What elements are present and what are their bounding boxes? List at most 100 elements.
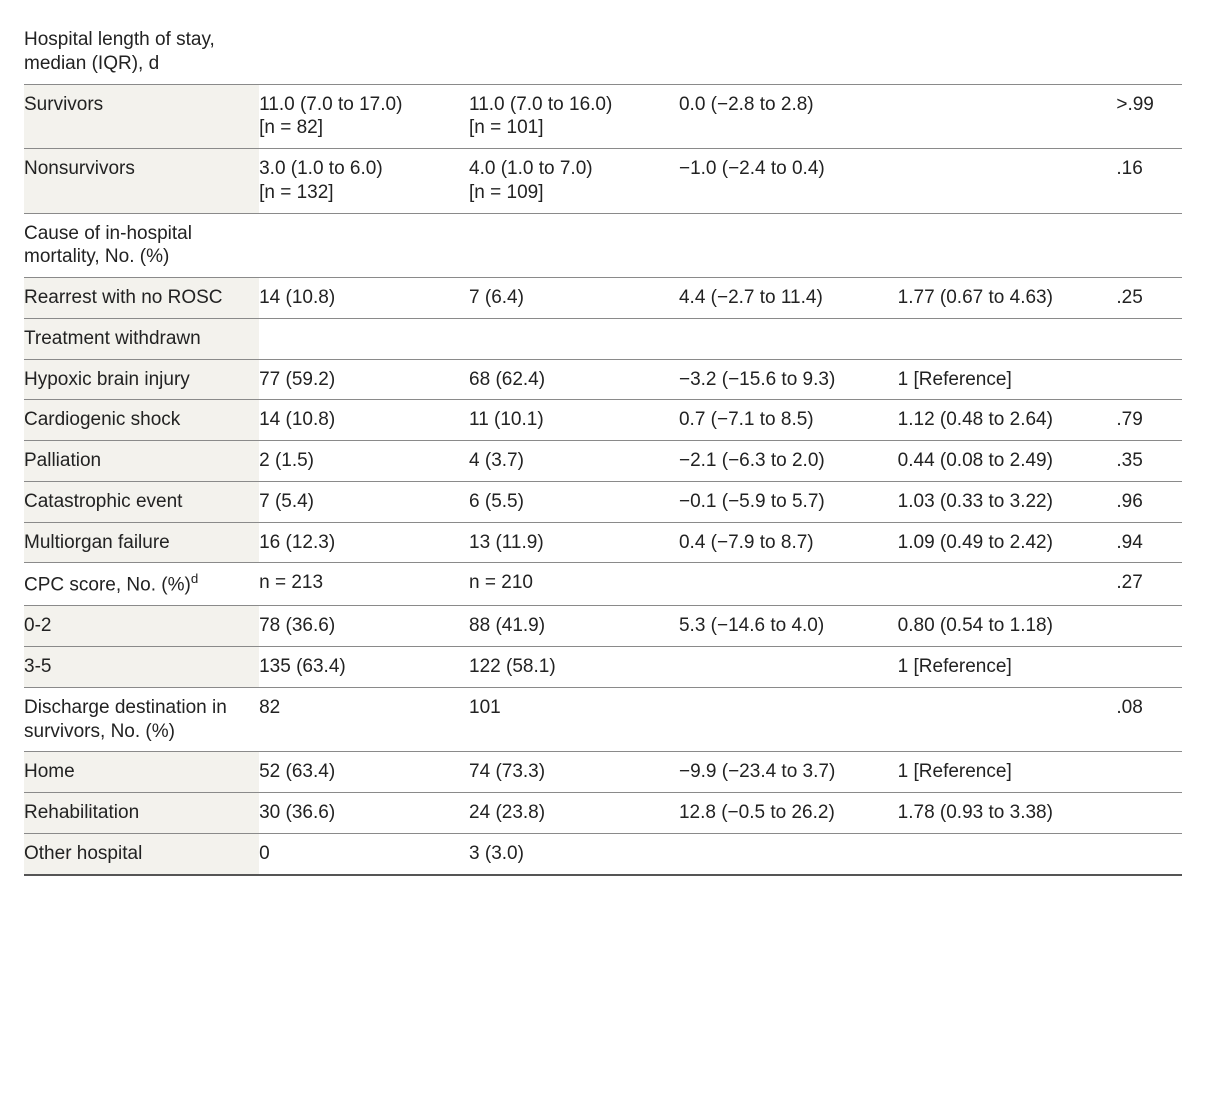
group1-value-sub: [n = 132] (259, 181, 459, 205)
p-value: .08 (1116, 687, 1182, 752)
ratio-value: 1.78 (0.93 to 3.38) (898, 793, 1117, 834)
p-value: >.99 (1116, 84, 1182, 149)
row-label: Home (24, 752, 259, 793)
ratio-value: 1 [Reference] (898, 752, 1117, 793)
p-value (1116, 213, 1182, 278)
table-row: Home52 (63.4)74 (73.3)−9.9 (−23.4 to 3.7… (24, 752, 1182, 793)
difference-value: −3.2 (−15.6 to 9.3) (679, 359, 898, 400)
p-value (1116, 833, 1182, 874)
table-row: Rehabilitation30 (36.6)24 (23.8)12.8 (−0… (24, 793, 1182, 834)
ratio-value (898, 687, 1117, 752)
table-row: 0-278 (36.6)88 (41.9)5.3 (−14.6 to 4.0)0… (24, 606, 1182, 647)
group2-value: 11.0 (7.0 to 16.0)[n = 101] (469, 84, 679, 149)
group1-value: 11.0 (7.0 to 17.0)[n = 82] (259, 84, 469, 149)
row-label: Rehabilitation (24, 793, 259, 834)
table-row: Multiorgan failure16 (12.3)13 (11.9)0.4 … (24, 522, 1182, 563)
difference-value: 0.4 (−7.9 to 8.7) (679, 522, 898, 563)
difference-value (679, 833, 898, 874)
difference-value (679, 563, 898, 606)
ratio-value: 0.44 (0.08 to 2.49) (898, 441, 1117, 482)
p-value (1116, 20, 1182, 84)
table-row: Survivors11.0 (7.0 to 17.0)[n = 82]11.0 … (24, 84, 1182, 149)
table-row: Cardiogenic shock14 (10.8)11 (10.1)0.7 (… (24, 400, 1182, 441)
group2-value (469, 318, 679, 359)
difference-value: 5.3 (−14.6 to 4.0) (679, 606, 898, 647)
row-label: Hypoxic brain injury (24, 359, 259, 400)
table-row: Catastrophic event7 (5.4)6 (5.5)−0.1 (−5… (24, 481, 1182, 522)
group2-value: 122 (58.1) (469, 647, 679, 688)
group2-value: 4 (3.7) (469, 441, 679, 482)
ratio-value: 1.12 (0.48 to 2.64) (898, 400, 1117, 441)
ratio-value: 1 [Reference] (898, 359, 1117, 400)
row-label: CPC score, No. (%)d (24, 563, 259, 606)
row-label: Cardiogenic shock (24, 400, 259, 441)
group1-value (259, 318, 469, 359)
ratio-value: 0.80 (0.54 to 1.18) (898, 606, 1117, 647)
group2-value: 7 (6.4) (469, 278, 679, 319)
group2-value: 88 (41.9) (469, 606, 679, 647)
row-label: Palliation (24, 441, 259, 482)
group1-value: 77 (59.2) (259, 359, 469, 400)
p-value: .94 (1116, 522, 1182, 563)
ratio-value (898, 20, 1117, 84)
difference-value: 0.7 (−7.1 to 8.5) (679, 400, 898, 441)
group1-value: 16 (12.3) (259, 522, 469, 563)
group2-value: 24 (23.8) (469, 793, 679, 834)
row-label: 0-2 (24, 606, 259, 647)
table-row: Hypoxic brain injury77 (59.2)68 (62.4)−3… (24, 359, 1182, 400)
p-value (1116, 359, 1182, 400)
group2-value: 6 (5.5) (469, 481, 679, 522)
table-row: Treatment withdrawn (24, 318, 1182, 359)
ratio-value (898, 149, 1117, 214)
p-value: .25 (1116, 278, 1182, 319)
p-value (1116, 793, 1182, 834)
row-label: Hospital length of stay, median (IQR), d (24, 20, 259, 84)
difference-value: 0.0 (−2.8 to 2.8) (679, 84, 898, 149)
difference-value (679, 647, 898, 688)
outcomes-table-body: Hospital length of stay, median (IQR), d… (24, 20, 1182, 875)
p-value (1116, 647, 1182, 688)
outcomes-table: Hospital length of stay, median (IQR), d… (24, 20, 1182, 876)
group1-value: 30 (36.6) (259, 793, 469, 834)
p-value: .35 (1116, 441, 1182, 482)
row-label: Multiorgan failure (24, 522, 259, 563)
group2-value: n = 210 (469, 563, 679, 606)
group2-value: 101 (469, 687, 679, 752)
group2-value: 74 (73.3) (469, 752, 679, 793)
row-label: 3-5 (24, 647, 259, 688)
difference-value (679, 687, 898, 752)
group1-value: 82 (259, 687, 469, 752)
group1-value: 3.0 (1.0 to 6.0)[n = 132] (259, 149, 469, 214)
table-row: Nonsurvivors3.0 (1.0 to 6.0)[n = 132]4.0… (24, 149, 1182, 214)
group2-value: 68 (62.4) (469, 359, 679, 400)
ratio-value (898, 318, 1117, 359)
difference-value (679, 318, 898, 359)
difference-value: −9.9 (−23.4 to 3.7) (679, 752, 898, 793)
ratio-value: 1.09 (0.49 to 2.42) (898, 522, 1117, 563)
group2-value (469, 213, 679, 278)
row-label: Rearrest with no ROSC (24, 278, 259, 319)
group2-value: 3 (3.0) (469, 833, 679, 874)
table-row: Cause of in-hospital mortality, No. (%) (24, 213, 1182, 278)
row-label: Discharge destination in survivors, No. … (24, 687, 259, 752)
row-label: Survivors (24, 84, 259, 149)
group1-value: n = 213 (259, 563, 469, 606)
group1-value (259, 213, 469, 278)
ratio-value (898, 213, 1117, 278)
row-label: Other hospital (24, 833, 259, 874)
difference-value: 4.4 (−2.7 to 11.4) (679, 278, 898, 319)
table-row: 3-5135 (63.4)122 (58.1)1 [Reference] (24, 647, 1182, 688)
difference-value (679, 20, 898, 84)
p-value (1116, 318, 1182, 359)
table-row: Palliation2 (1.5)4 (3.7)−2.1 (−6.3 to 2.… (24, 441, 1182, 482)
table-row: CPC score, No. (%)dn = 213n = 210.27 (24, 563, 1182, 606)
group2-value: 11 (10.1) (469, 400, 679, 441)
ratio-value: 1.03 (0.33 to 3.22) (898, 481, 1117, 522)
ratio-value: 1 [Reference] (898, 647, 1117, 688)
p-value: .16 (1116, 149, 1182, 214)
p-value (1116, 752, 1182, 793)
group1-value: 52 (63.4) (259, 752, 469, 793)
difference-value: −1.0 (−2.4 to 0.4) (679, 149, 898, 214)
group1-value-sub: [n = 82] (259, 116, 459, 140)
p-value: .79 (1116, 400, 1182, 441)
